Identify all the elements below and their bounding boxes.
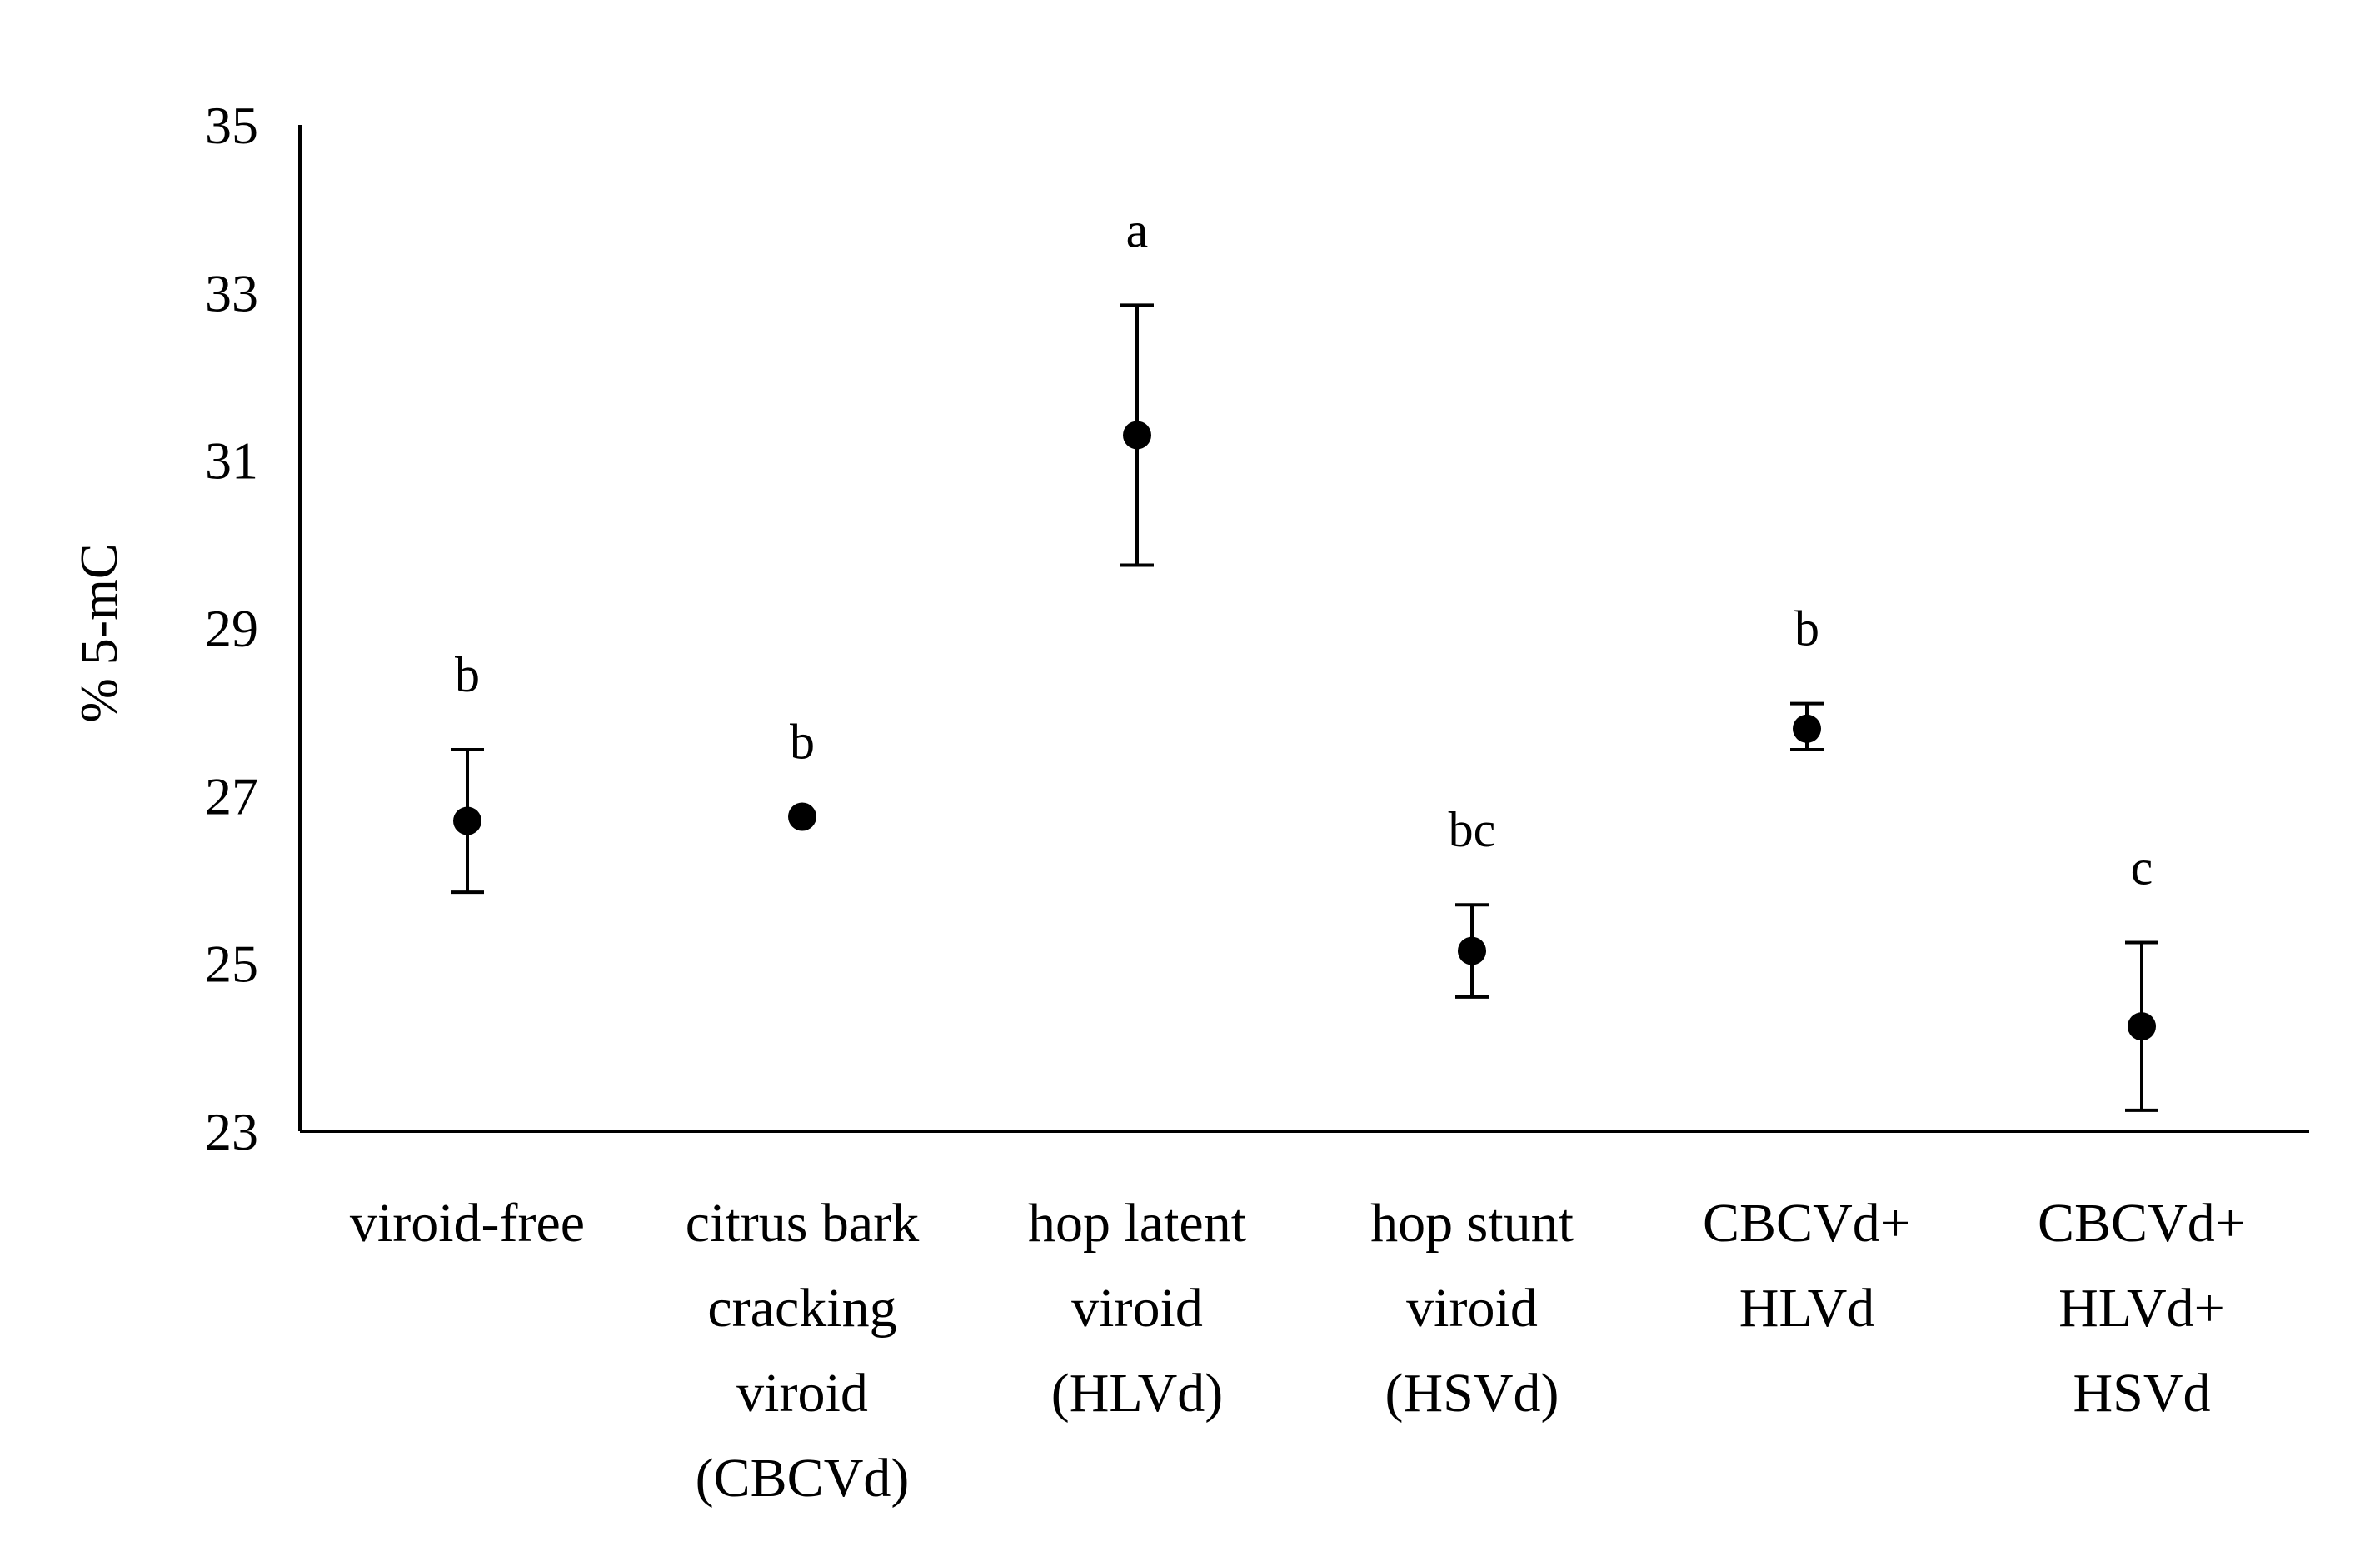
y-tick-label: 25 [205,935,258,994]
significance-letter: bc [1449,802,1496,857]
x-category-label: (CBCVd) [696,1448,910,1509]
significance-letter: c [2131,840,2153,895]
x-category-label: CBCVd+ [2038,1193,2246,1254]
x-category-label: HSVd [2073,1363,2210,1424]
category-labels: viroid-free citrus bark cracking viroid (CBC… [350,1193,2246,1509]
data-point [788,802,816,831]
data-point [453,806,481,835]
x-category-label: viroid [736,1363,868,1424]
y-axis-title: % 5-mC [69,543,128,722]
significance-letter: b [455,647,480,702]
y-tick-label: 23 [205,1102,258,1161]
data-point [1793,714,1821,743]
x-category-label: (HLVd) [1051,1363,1224,1424]
x-category-label: HLVd+ [2058,1278,2225,1339]
x-category-label: HLVd [1739,1278,1875,1339]
significance-letter: a [1126,202,1149,257]
x-category-label: CBCVd+ [1703,1193,1911,1254]
x-category-label: citrus bark [686,1193,919,1254]
y-tick-label: 29 [205,599,258,658]
y-tick-label: 35 [205,96,258,155]
significance-letter: b [790,715,815,770]
y-tick-label: 27 [205,766,258,825]
x-category-label: viroid [1406,1278,1538,1339]
y-tick-labels: 23 25 27 29 31 33 35 [205,96,258,1161]
significance-letter: b [1794,601,1819,656]
x-category-label: cracking [707,1278,896,1339]
data-point [1458,936,1486,965]
y-tick-label: 31 [205,431,258,491]
x-category-label: viroid-free [350,1193,585,1254]
axes [298,125,2309,1133]
x-category-label: hop latent [1028,1193,1246,1254]
x-category-label: (HSVd) [1385,1363,1559,1424]
data-point [1123,421,1151,450]
data-point [2128,1012,2156,1041]
x-category-label: viroid [1071,1278,1203,1339]
y-tick-label: 33 [205,263,258,322]
x-category-label: hop stunt [1370,1193,1574,1254]
